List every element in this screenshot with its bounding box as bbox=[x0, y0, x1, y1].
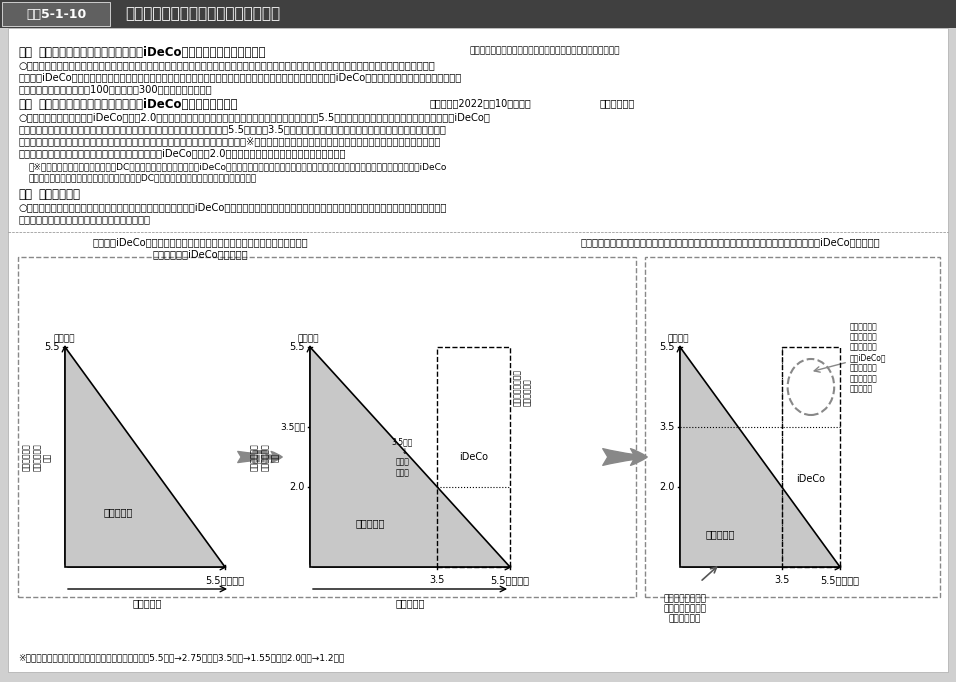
Text: １．: １． bbox=[18, 46, 32, 59]
Text: 事業主掛金: 事業主掛金 bbox=[132, 598, 162, 608]
Text: 企業型ＤＣ加入者の個人型ＤＣ（iDeCo）加入の要件緩和: 企業型ＤＣ加入者の個人型ＤＣ（iDeCo）加入の要件緩和 bbox=[38, 98, 237, 111]
Text: 企業がiDeCoに加入する従業員の掛金に追加で事業主掛金を拠出することができる「中小事業主掛金納付制度（iDeCoプラス）」について、制度を実施可: 企業がiDeCoに加入する従業員の掛金に追加で事業主掛金を拠出することができる「… bbox=[18, 72, 461, 82]
FancyBboxPatch shape bbox=[18, 257, 636, 597]
Text: その他の改善: その他の改善 bbox=[38, 188, 80, 201]
Text: （令和４（2022）年10月施行）: （令和４（2022）年10月施行） bbox=[430, 98, 532, 108]
Text: 5.5: 5.5 bbox=[660, 342, 675, 352]
Text: 掛金の拠出可能見込額について、企業型DCの加入者向けのウェブサイトで表示する。: 掛金の拠出可能見込額について、企業型DCの加入者向けのウェブサイトで表示する。 bbox=[28, 173, 256, 182]
Text: これまで加入でき
なかった多くの者
が加入可能に: これまで加入でき なかった多くの者 が加入可能に bbox=[663, 594, 706, 624]
FancyBboxPatch shape bbox=[0, 0, 956, 28]
Polygon shape bbox=[65, 347, 225, 567]
Text: 能な従業員規模を現行の100人以下から300人以下に拡大する。: 能な従業員規模を現行の100人以下から300人以下に拡大する。 bbox=[18, 84, 211, 94]
Text: ○企業型ＤＣの規約変更、企業型ＤＣにおけるマッチング拠出とiDeCo加入の選択、ＤＣの脱退一時金の受給、制度間の年金資産の移換、ＤＣの運営管理: ○企業型ＤＣの規約変更、企業型ＤＣにおけるマッチング拠出とiDeCo加入の選択、… bbox=[18, 202, 446, 212]
Polygon shape bbox=[310, 347, 510, 567]
Text: 中小企業向け制度（簡易型ＤＣ・iDeCoプラス）の対象範囲の拡大: 中小企業向け制度（簡易型ＤＣ・iDeCoプラス）の対象範囲の拡大 bbox=[38, 46, 266, 59]
Text: 5.5（万円）: 5.5（万円） bbox=[820, 575, 859, 585]
Text: 事業主掛金と
加入者掛金の
合計: 事業主掛金と 加入者掛金の 合計 bbox=[250, 443, 280, 471]
Text: 事業主掛金: 事業主掛金 bbox=[356, 518, 384, 528]
Text: 事業主掛金: 事業主掛金 bbox=[103, 507, 133, 517]
Text: 加入を認める労使合意に基づく規約の定めがあって事業主掛金の上限を月額5.5万円から3.5万円に引き下げた企業の従業員に限られている。ほとんど活: 加入を認める労使合意に基づく規約の定めがあって事業主掛金の上限を月額5.5万円か… bbox=[18, 124, 445, 134]
Text: ○中小企業における企業年金の実施率は低下傾向にあることから、中小企業向けに設立手続を簡素化した「簡易型ＤＣ」や、企業年金の実施が困難な中小: ○中小企業における企業年金の実施率は低下傾向にあることから、中小企業向けに設立手… bbox=[18, 60, 435, 70]
Text: 3.5万円: 3.5万円 bbox=[280, 423, 305, 432]
Text: 用されていない現状にあることから、掛金の合算管理の仕組みを構築することで（※）、規約の定めや事業主掛金の上限の引下げがなくても、全体の拠出: 用されていない現状にあることから、掛金の合算管理の仕組みを構築することで（※）、… bbox=[18, 136, 441, 146]
Text: 5.5（万円）: 5.5（万円） bbox=[206, 575, 245, 585]
Text: 確定拠出年金の制度面・手続面の改善: 確定拠出年金の制度面・手続面の改善 bbox=[125, 7, 280, 22]
FancyBboxPatch shape bbox=[2, 2, 110, 26]
Text: （万円）: （万円） bbox=[53, 334, 75, 344]
Text: （公布日から６ヶ月を超えない範囲で政令で定める日に施行）: （公布日から６ヶ月を超えない範囲で政令で定める日に施行） bbox=[470, 46, 620, 55]
Text: ３．: ３． bbox=[18, 188, 32, 201]
Text: 3.5万円
  ↓
上限の
引下げ: 3.5万円 ↓ 上限の 引下げ bbox=[392, 437, 413, 477]
Text: ＜見直し内容＞規約の定め等を不要とすることで、これまで加入できなかった多くの者がiDeCoに加入可能: ＜見直し内容＞規約の定め等を不要とすることで、これまで加入できなかった多くの者が… bbox=[580, 237, 880, 247]
Text: この層につい
ては、拠出限
度額に収まる
ようiDeCo掛
金の額の調整
が必要となる
場合がある: この層につい ては、拠出限 度額に収まる ようiDeCo掛 金の額の調整 が必要… bbox=[850, 322, 886, 394]
Text: 選択: 選択 bbox=[254, 452, 266, 462]
Polygon shape bbox=[680, 347, 840, 567]
Text: ２．: ２． bbox=[18, 98, 32, 111]
Text: 加入者全員がiDeCoに加入不可: 加入者全員がiDeCoに加入不可 bbox=[152, 249, 248, 259]
Text: 図表5-1-10: 図表5-1-10 bbox=[26, 8, 86, 20]
Text: 事業主掛金と
加入者掛金の
合計: 事業主掛金と 加入者掛金の 合計 bbox=[22, 443, 52, 471]
Text: 3.5: 3.5 bbox=[660, 422, 675, 432]
FancyBboxPatch shape bbox=[645, 257, 940, 597]
Text: ＜現行＞iDeCoの加入を認める労使合意に基づく規約の定め等がなければ、: ＜現行＞iDeCoの加入を認める労使合意に基づく規約の定め等がなければ、 bbox=[92, 237, 308, 247]
Text: 2.0: 2.0 bbox=[290, 482, 305, 492]
FancyBboxPatch shape bbox=[8, 28, 948, 672]
Text: 【下図参照】: 【下図参照】 bbox=[600, 98, 635, 108]
Text: 2.0: 2.0 bbox=[660, 482, 675, 492]
Text: （万円）: （万円） bbox=[668, 334, 689, 344]
Text: 事業主掛金: 事業主掛金 bbox=[396, 598, 424, 608]
Text: 事業主掛金: 事業主掛金 bbox=[706, 529, 735, 539]
Text: 機関の登録などについて、手続の改善を図る。: 機関の登録などについて、手続の改善を図る。 bbox=[18, 214, 150, 224]
Text: （万円）: （万円） bbox=[298, 334, 319, 344]
Text: 3.5: 3.5 bbox=[774, 575, 790, 585]
Text: 3.5: 3.5 bbox=[429, 575, 445, 585]
Text: iDeCo: iDeCo bbox=[459, 452, 489, 462]
Text: 限度額から事業主掛金を控除した残余の範囲内で、iDeCo（月額2.0万円以内）に加入できるように改善を図る。: 限度額から事業主掛金を控除した残余の範囲内で、iDeCo（月額2.0万円以内）に… bbox=[18, 148, 345, 158]
Text: iDeCo: iDeCo bbox=[796, 474, 825, 484]
Text: 5.5: 5.5 bbox=[45, 342, 60, 352]
Text: ※　企業型ＤＣと確定給付型を実施している場合は、5.5万円→2.75万円、3.5万円→1.55万円、2.0万円→1.2万円: ※ 企業型ＤＣと確定給付型を実施している場合は、5.5万円→2.75万円、3.5… bbox=[18, 653, 344, 662]
Text: （※）事業主掛金を管理する企業型DCの記録関連運営管理機関と、iDeCo掛金を管理する国民年金基金連合会との情報連携で対応する。また、各加入者のiDeCo: （※）事業主掛金を管理する企業型DCの記録関連運営管理機関と、iDeCo掛金を管… bbox=[28, 162, 446, 171]
Text: 5.5: 5.5 bbox=[290, 342, 305, 352]
Text: 5.5（万円）: 5.5（万円） bbox=[490, 575, 530, 585]
Text: ○企業型ＤＣ加入者のうちiDeCo（月額2.0万円以内）に加入できるのは、拠出限度額（ＤＣ全体で月額5.5万円以内）の管理を簡便に行うため、現行はiDeCoの: ○企業型ＤＣ加入者のうちiDeCo（月額2.0万円以内）に加入できるのは、拠出限… bbox=[18, 112, 489, 122]
Text: 事業主掛金と加入
者掛金の合計: 事業主掛金と加入 者掛金の合計 bbox=[513, 368, 532, 406]
